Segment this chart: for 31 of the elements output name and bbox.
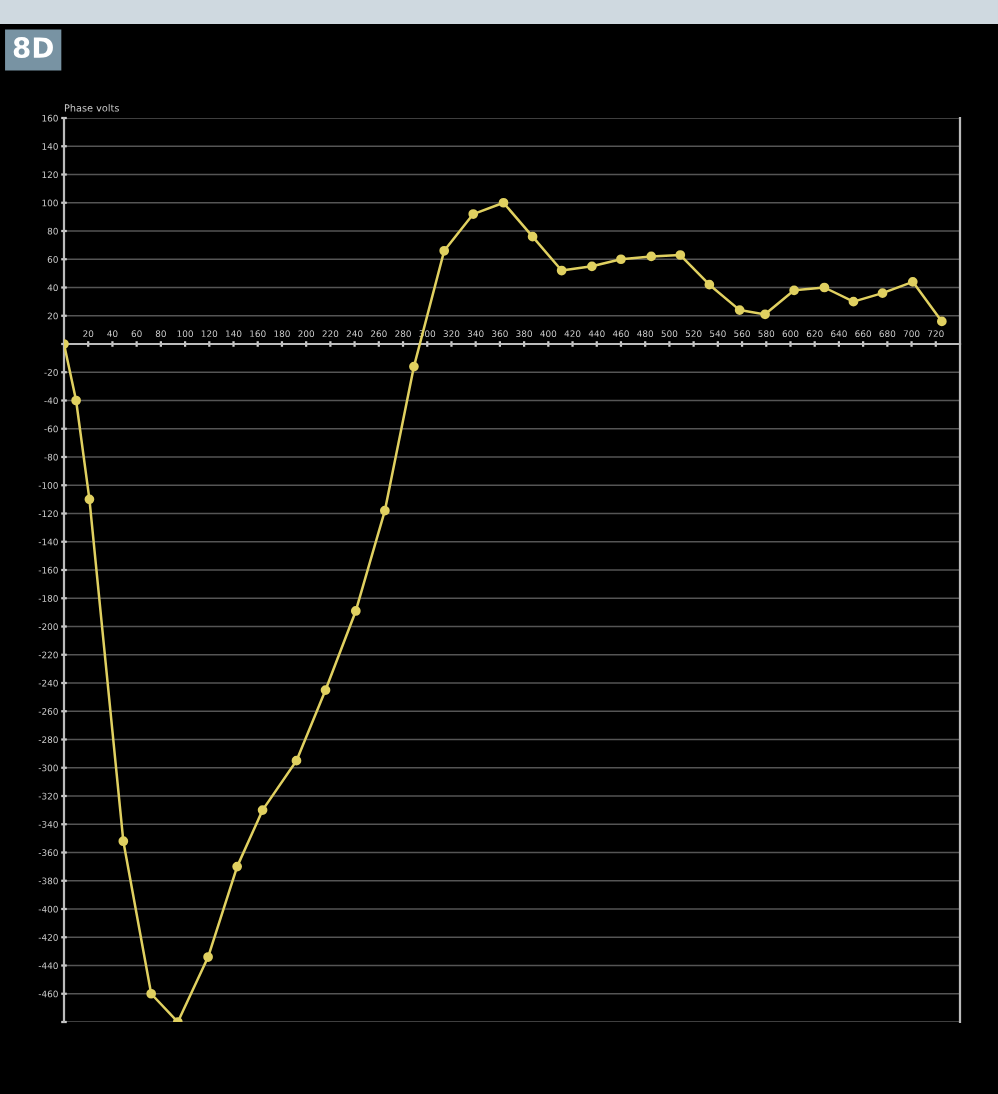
point — [936, 316, 947, 327]
chart-title: 8D — [13, 37, 53, 59]
point — [675, 250, 686, 260]
point — [380, 505, 390, 516]
point — [907, 276, 918, 287]
point — [203, 952, 213, 962]
point — [409, 361, 419, 372]
point — [232, 861, 243, 872]
point — [146, 988, 157, 999]
point — [848, 296, 859, 307]
point — [71, 395, 81, 406]
point — [819, 282, 830, 293]
point — [616, 254, 626, 265]
point — [320, 685, 331, 695]
point — [468, 209, 479, 219]
point — [877, 288, 888, 299]
point — [527, 231, 538, 242]
point — [704, 279, 715, 290]
point — [646, 251, 657, 262]
point — [291, 755, 302, 766]
point — [498, 197, 509, 208]
point — [556, 265, 567, 276]
point — [350, 606, 361, 616]
point — [587, 261, 597, 272]
point — [257, 805, 268, 815]
point — [760, 309, 770, 320]
point — [734, 305, 745, 315]
point — [789, 285, 799, 296]
point — [439, 245, 450, 256]
point — [118, 836, 129, 847]
point — [84, 494, 95, 505]
